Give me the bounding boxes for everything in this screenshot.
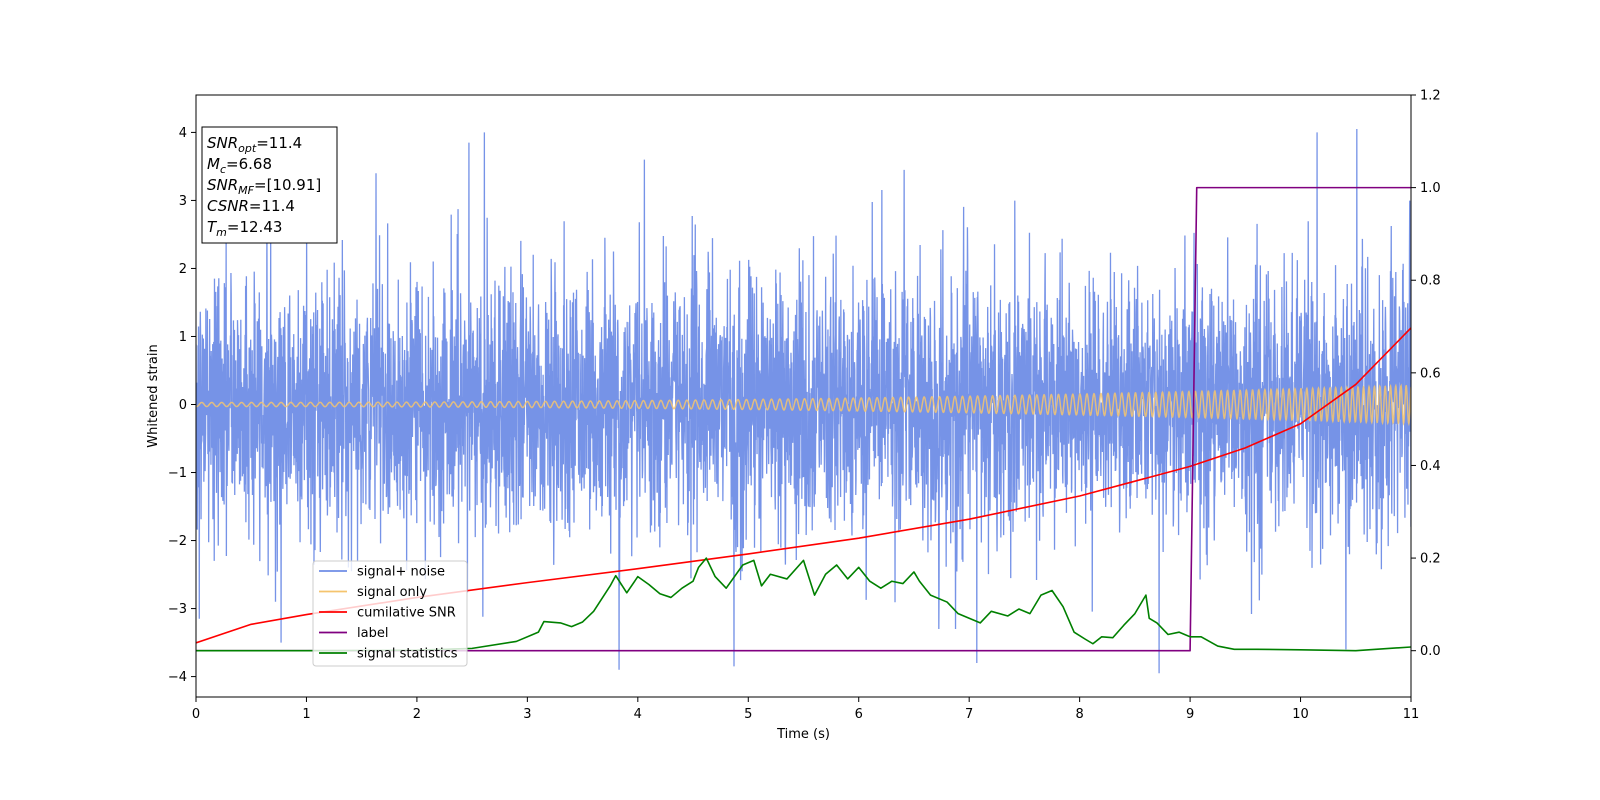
legend-label: signal+ noise — [357, 565, 445, 580]
x-tick-label: 6 — [855, 707, 863, 722]
x-tick-label: 10 — [1292, 707, 1309, 722]
y-axis-label: Whitened strain — [146, 344, 161, 447]
x-tick-label: 4 — [634, 707, 642, 722]
y-tick-label: 2 — [179, 262, 187, 277]
y-tick-label: −4 — [168, 670, 187, 685]
info-subscript: MF — [238, 184, 254, 197]
info-line: Tm=12.43 — [207, 218, 282, 239]
x-tick-label: 8 — [1075, 707, 1083, 722]
series-signal-statistics — [196, 557, 1411, 652]
x-tick-label: 5 — [744, 707, 752, 722]
info-value: =12.43 — [227, 218, 283, 236]
info-value: =11.4 — [249, 197, 295, 215]
x-tick-label: 7 — [965, 707, 973, 722]
y-tick-label: −3 — [168, 602, 187, 617]
x-axis-label: Time (s) — [776, 727, 830, 742]
info-box: SNRopt=11.4Mc=6.68SNRMF=[10.91]CSNR=11.4… — [201, 126, 338, 244]
info-line: SNRopt=11.4 — [207, 134, 302, 155]
series-signal-only — [196, 383, 1411, 427]
x-tick-label: 3 — [523, 707, 531, 722]
y-axis-left: −4 −3 −2 −1 0 1 2 3 4 — [168, 126, 196, 685]
y-tick-label: 4 — [179, 126, 187, 141]
info-symbol: T — [207, 218, 218, 236]
x-tick-label: 11 — [1403, 707, 1420, 722]
legend-frame — [312, 560, 468, 667]
axes-frame — [195, 94, 1412, 698]
y-tick-label: 0 — [179, 398, 187, 413]
y-tick-label: 1 — [179, 330, 187, 345]
info-symbol: M — [207, 155, 220, 173]
y2-tick-label: 0.4 — [1420, 459, 1441, 474]
info-symbol: SNR — [207, 176, 238, 194]
legend-label: label — [357, 626, 388, 641]
x-tick-label: 2 — [413, 707, 421, 722]
x-axis: 0 1 2 3 4 5 6 7 8 9 10 11 — [192, 697, 1419, 722]
info-line: Mc=6.68 — [207, 155, 272, 176]
info-subscript: m — [216, 226, 227, 239]
legend: signal+ noise signal only cumilative SNR la… — [312, 560, 468, 667]
info-symbol: CSNR — [207, 197, 249, 215]
y-tick-label: −1 — [168, 466, 187, 481]
legend-label: signal only — [357, 585, 427, 600]
y-axis-right: 0.0 0.2 0.4 0.6 0.8 1.0 1.2 — [1411, 89, 1441, 659]
legend-label: signal statistics — [357, 647, 458, 662]
info-subscript: c — [220, 163, 226, 176]
y2-tick-label: 1.0 — [1420, 181, 1441, 196]
series-signal-noise — [196, 129, 1411, 674]
info-line: CSNR=11.4 — [207, 197, 295, 215]
x-tick-label: 1 — [302, 707, 310, 722]
legend-label: cumilative SNR — [357, 606, 456, 621]
info-symbol: SNR — [207, 134, 238, 152]
y2-tick-label: 0.2 — [1420, 552, 1441, 567]
y2-tick-label: 1.2 — [1420, 89, 1441, 104]
y-tick-label: −2 — [168, 534, 187, 549]
info-subscript: opt — [238, 142, 257, 155]
y2-tick-label: 0.0 — [1420, 644, 1441, 659]
y-tick-label: 3 — [179, 194, 187, 209]
y2-tick-label: 0.8 — [1420, 274, 1441, 289]
y2-tick-label: 0.6 — [1420, 366, 1441, 381]
info-value: =6.68 — [226, 155, 272, 173]
series-label — [196, 186, 1411, 652]
info-line: SNRMF=[10.91] — [207, 176, 321, 197]
info-box-frame — [201, 126, 338, 244]
x-tick-label: 9 — [1186, 707, 1194, 722]
info-value: =11.4 — [256, 134, 302, 152]
x-tick-label: 0 — [192, 707, 200, 722]
info-value: =[10.91] — [254, 176, 321, 194]
